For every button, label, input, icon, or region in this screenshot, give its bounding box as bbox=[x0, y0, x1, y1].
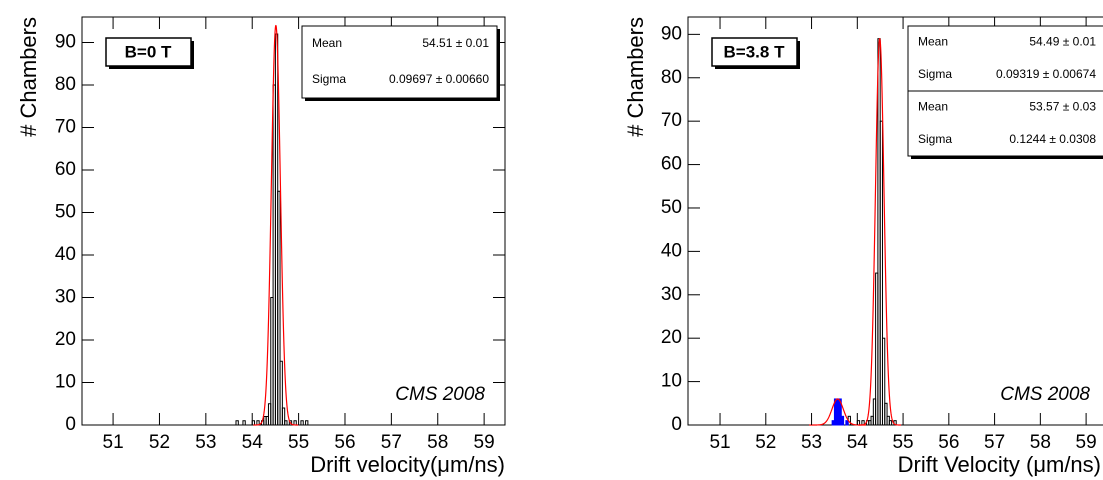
histogram-bin bbox=[881, 337, 886, 426]
y-tick-label: 0 bbox=[671, 414, 682, 435]
x-tick-label: 56 bbox=[334, 432, 355, 453]
y-tick-label: 30 bbox=[55, 287, 76, 308]
x-tick-label: 59 bbox=[1076, 432, 1097, 453]
stats-value: 0.1244 ± 0.0308 bbox=[1009, 132, 1096, 146]
histogram-bin bbox=[288, 420, 293, 426]
histogram-bin bbox=[888, 420, 893, 426]
x-tick-label: 57 bbox=[381, 432, 402, 453]
y-tick-label: 30 bbox=[661, 284, 682, 305]
annotation: CMS 2008 bbox=[395, 384, 485, 405]
histogram-bin bbox=[235, 420, 239, 426]
stats-name: Mean bbox=[918, 34, 948, 48]
label-box-text: B=3.8 T bbox=[724, 42, 786, 61]
histogram-bin bbox=[284, 420, 288, 426]
stats-name: Mean bbox=[918, 99, 948, 113]
x-tick-label: 52 bbox=[755, 432, 776, 453]
y-tick-label: 70 bbox=[55, 117, 76, 138]
y-tick-label: 90 bbox=[55, 32, 76, 53]
x-tick-label: 52 bbox=[149, 432, 170, 453]
histogram-bin bbox=[277, 190, 281, 426]
histogram-bin bbox=[879, 120, 883, 426]
stats-name: Sigma bbox=[312, 72, 346, 86]
stats-name: Mean bbox=[312, 36, 342, 50]
x-tick-label: 56 bbox=[938, 432, 959, 453]
histogram-bin bbox=[279, 360, 283, 426]
x-tick-label: 51 bbox=[709, 432, 730, 453]
y-axis-title: # Chambers bbox=[16, 17, 41, 137]
x-tick-label: 58 bbox=[1030, 432, 1051, 453]
stats-box bbox=[907, 90, 1103, 157]
plot-frame bbox=[687, 16, 1103, 426]
x-tick-label: 54 bbox=[847, 432, 869, 453]
y-tick-label: 50 bbox=[55, 202, 76, 223]
stats-value: 0.09697 ± 0.00660 bbox=[389, 72, 489, 86]
y-tick-label: 10 bbox=[661, 371, 682, 392]
histogram-bin bbox=[838, 398, 842, 426]
histogram-bin bbox=[281, 407, 286, 426]
y-tick-label: 70 bbox=[661, 110, 682, 131]
stats-box bbox=[907, 25, 1103, 92]
x-axis-title: Drift Velocity (μm/ns) bbox=[898, 452, 1101, 477]
histogram-bin bbox=[840, 415, 845, 426]
x-tick-label: 55 bbox=[892, 432, 913, 453]
x-tick-label: 57 bbox=[984, 432, 1005, 453]
y-tick-label: 80 bbox=[661, 67, 682, 88]
histogram-bin bbox=[242, 420, 246, 426]
label-box bbox=[105, 37, 192, 67]
stats-box bbox=[301, 25, 498, 99]
x-tick-label: 55 bbox=[288, 432, 309, 453]
stats-name: Sigma bbox=[918, 67, 952, 81]
stats-name: Sigma bbox=[918, 132, 952, 146]
stats-value: 0.09319 ± 0.00674 bbox=[996, 67, 1096, 81]
histogram-bin bbox=[300, 420, 304, 426]
histogram-bin bbox=[305, 420, 309, 426]
label-box-text: B=0 T bbox=[125, 42, 172, 61]
y-tick-label: 40 bbox=[661, 240, 682, 261]
stats-value: 54.51 ± 0.01 bbox=[422, 36, 489, 50]
x-tick-label: 54 bbox=[242, 432, 264, 453]
fit-curve bbox=[809, 398, 867, 426]
y-tick-label: 40 bbox=[55, 244, 76, 265]
y-tick-label: 0 bbox=[65, 414, 76, 435]
y-axis-title: # Chambers bbox=[623, 17, 648, 137]
y-tick-label: 80 bbox=[55, 74, 76, 95]
x-tick-label: 59 bbox=[474, 432, 495, 453]
y-tick-label: 50 bbox=[661, 197, 682, 218]
x-tick-label: 53 bbox=[801, 432, 822, 453]
x-tick-label: 51 bbox=[103, 432, 124, 453]
label-box bbox=[711, 37, 798, 67]
stats-value: 54.49 ± 0.01 bbox=[1029, 34, 1096, 48]
y-tick-label: 90 bbox=[661, 23, 682, 44]
x-axis-title: Drift velocity(μm/ns) bbox=[310, 452, 505, 477]
x-tick-label: 58 bbox=[427, 432, 448, 453]
x-tick-label: 53 bbox=[195, 432, 216, 453]
y-tick-label: 60 bbox=[661, 154, 682, 175]
y-tick-label: 60 bbox=[55, 159, 76, 180]
y-tick-label: 20 bbox=[55, 329, 76, 350]
histogram-bin bbox=[884, 402, 888, 426]
y-tick-label: 10 bbox=[55, 372, 76, 393]
annotation: CMS 2008 bbox=[1000, 384, 1090, 405]
fit-curve bbox=[858, 38, 902, 426]
stats-value: 53.57 ± 0.03 bbox=[1029, 99, 1096, 113]
y-tick-label: 20 bbox=[661, 327, 682, 348]
fit-curve bbox=[253, 24, 299, 426]
histogram-bin bbox=[845, 420, 849, 426]
